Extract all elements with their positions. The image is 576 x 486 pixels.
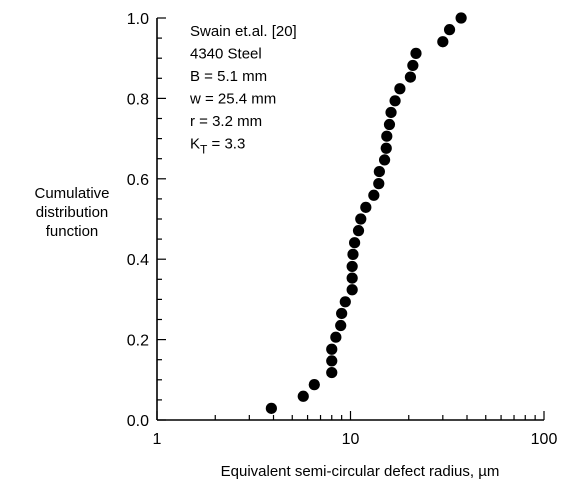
data-point [381, 130, 393, 142]
data-point [326, 343, 338, 355]
y-axis-label: Cumulative distribution function [34, 185, 109, 240]
axis-labels: Cumulative distribution function Equivalen… [34, 185, 499, 480]
data-point [407, 59, 419, 72]
data-point [383, 118, 396, 131]
y-tick-label: 1.0 [127, 11, 149, 28]
y-axis-label-line: distribution [36, 204, 109, 221]
data-point [373, 165, 385, 178]
y-tick-label: 0.2 [127, 333, 149, 350]
data-point [394, 83, 406, 95]
data-point [347, 248, 359, 260]
y-axis-label-line: Cumulative [34, 185, 109, 202]
data-point [346, 272, 358, 284]
x-tick-label: 1 [153, 431, 162, 448]
x-axis-label: Equivalent semi-circular defect radius, … [221, 463, 500, 480]
y-tick-label: 0.8 [127, 91, 149, 108]
data-point [380, 142, 392, 154]
ticks: 0.0 0.2 0.4 0.6 0.8 1.0 1 10 100 [127, 11, 558, 448]
annotation-line: 4340 Steel [190, 46, 262, 63]
data-point [410, 47, 422, 59]
data-point [385, 106, 397, 119]
data-point [336, 307, 348, 320]
data-point [443, 24, 456, 36]
data-point [352, 225, 365, 237]
data-point [373, 178, 385, 190]
annotation-line: w = 25.4 mm [189, 91, 276, 108]
annotation-line: B = 5.1 mm [190, 68, 267, 85]
y-tick-label: 0.4 [127, 252, 149, 269]
data-point [326, 366, 338, 379]
data-point [437, 36, 449, 48]
annotation-block: Swain et.al. [20] 4340 Steel B = 5.1 mm w =… [189, 23, 297, 157]
data-point [346, 260, 358, 273]
data-point [297, 390, 309, 402]
x-tick-label: 10 [342, 431, 360, 448]
data-point [355, 213, 367, 225]
annotation-subscript: T [200, 143, 208, 157]
data-point [330, 331, 342, 343]
data-point [360, 201, 372, 213]
data-point [349, 237, 361, 249]
data-point [368, 189, 380, 201]
data-point [308, 379, 320, 391]
data-point [265, 402, 277, 414]
data-point [346, 284, 358, 296]
y-tick-label: 0.0 [127, 413, 149, 430]
data-point [389, 95, 401, 107]
data-point [455, 12, 467, 24]
data-point [339, 296, 351, 308]
data-point [404, 71, 417, 83]
annotation-line: r = 3.2 mm [190, 113, 262, 130]
data-point [378, 154, 391, 166]
x-tick-label: 100 [531, 431, 558, 448]
data-point [335, 319, 347, 332]
y-axis-label-line: function [46, 223, 99, 240]
y-tick-label: 0.6 [127, 172, 149, 189]
annotation-line: Swain et.al. [20] [190, 23, 297, 40]
data-points [265, 12, 467, 414]
annotation-line: KT = 3.3 [190, 136, 245, 157]
data-point [326, 355, 338, 367]
